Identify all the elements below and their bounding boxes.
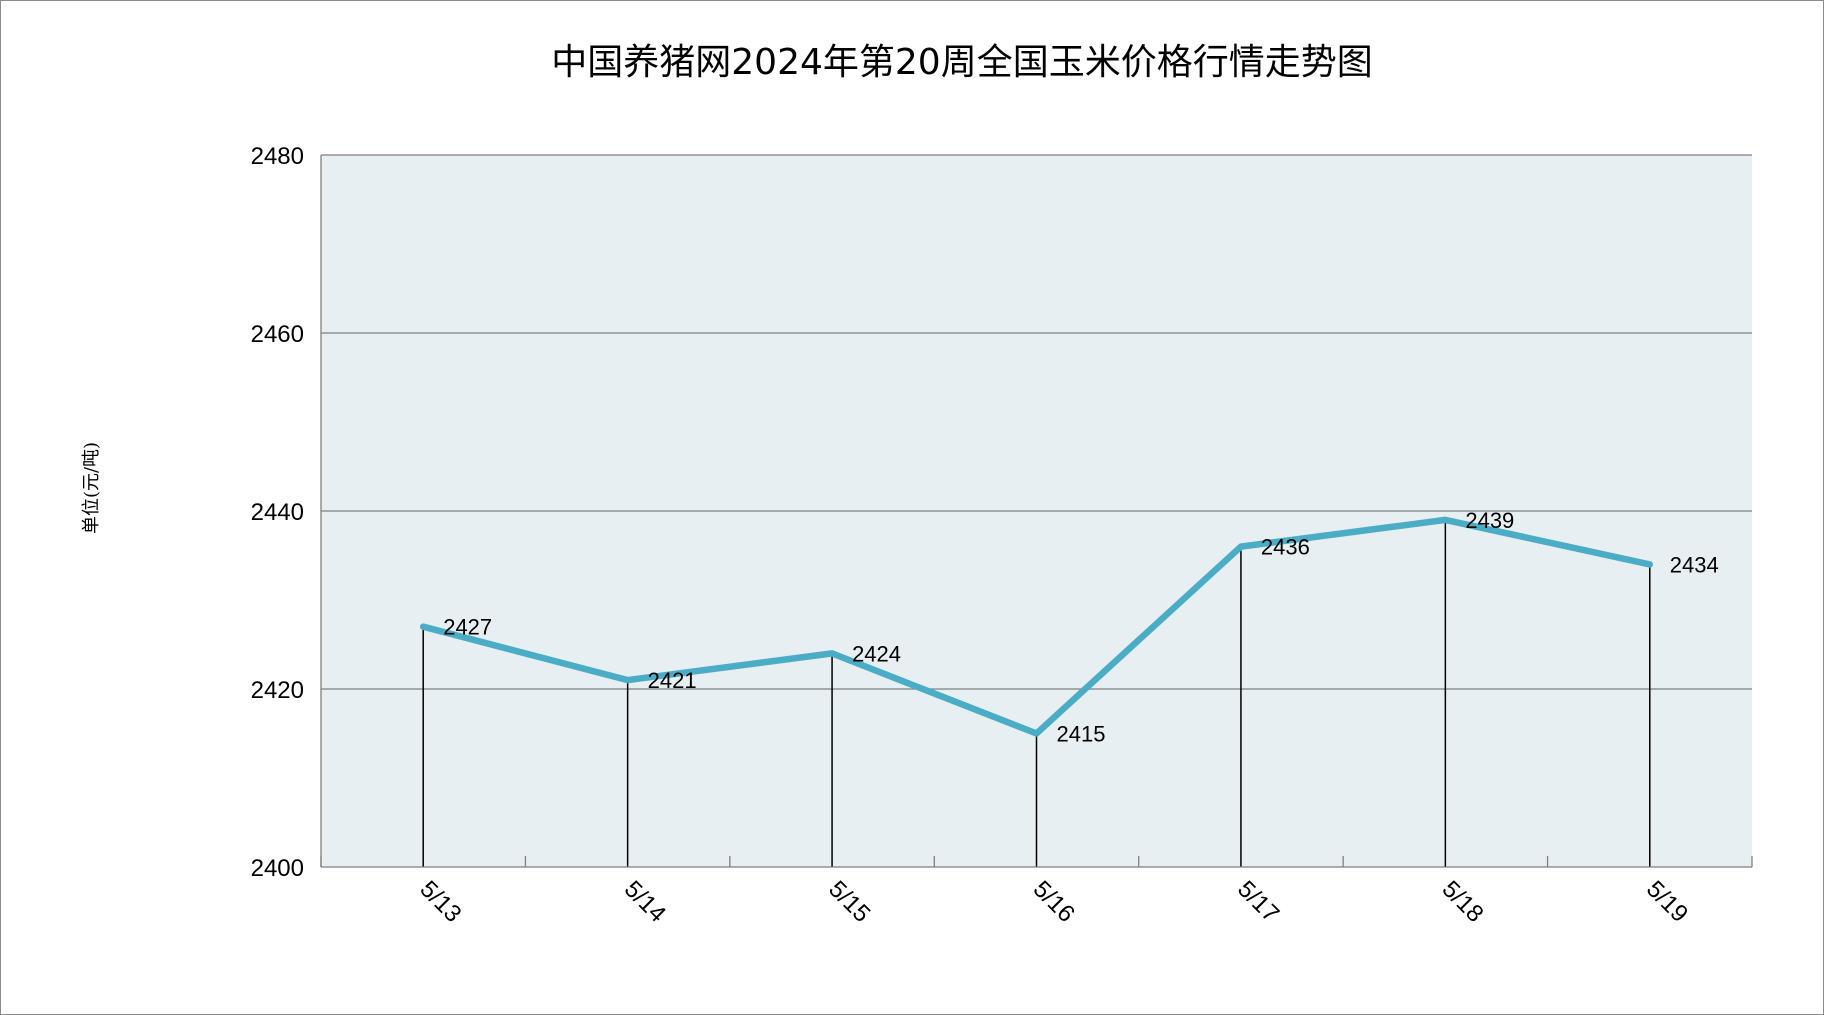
y-tick-labels: 2400 2420 2440 2460 2480: [251, 143, 304, 882]
x-tick-label: 5/15: [823, 876, 875, 928]
x-tick-label: 5/14: [619, 876, 671, 928]
x-tick-label: 5/19: [1641, 876, 1693, 928]
drop-lines: [422, 519, 1651, 867]
y-tick-label: 2420: [251, 677, 304, 704]
data-label: 2421: [648, 668, 697, 693]
data-label: 2439: [1465, 508, 1514, 533]
x-tick-labels: 5/13 5/14 5/15 5/16 5/17 5/18 5/19: [414, 876, 1693, 928]
y-tick-label: 2460: [251, 321, 304, 348]
data-label: 2424: [852, 641, 901, 666]
data-label: 2415: [1057, 722, 1106, 747]
gridlines: [321, 154, 1752, 690]
data-labels: 2427 2421 2424 2415 2436 2439 2434: [443, 508, 1719, 747]
x-tick-label: 5/13: [414, 876, 466, 928]
data-label: 2436: [1261, 535, 1310, 560]
data-label: 2427: [443, 615, 492, 640]
data-label: 2434: [1670, 552, 1719, 577]
y-tick-label: 2400: [251, 855, 304, 882]
series-line: [419, 516, 1654, 737]
x-tick-label: 5/18: [1437, 876, 1489, 928]
y-axis-label: 单位(元/吨): [81, 442, 102, 534]
chart-title: 中国养猪网2024年第20周全国玉米价格行情走势图: [551, 42, 1372, 83]
y-tick-label: 2480: [251, 143, 304, 170]
x-tick-label: 5/16: [1028, 876, 1080, 928]
x-tick-label: 5/17: [1232, 876, 1284, 928]
axes: [320, 155, 1753, 868]
y-tick-label: 2440: [251, 499, 304, 526]
